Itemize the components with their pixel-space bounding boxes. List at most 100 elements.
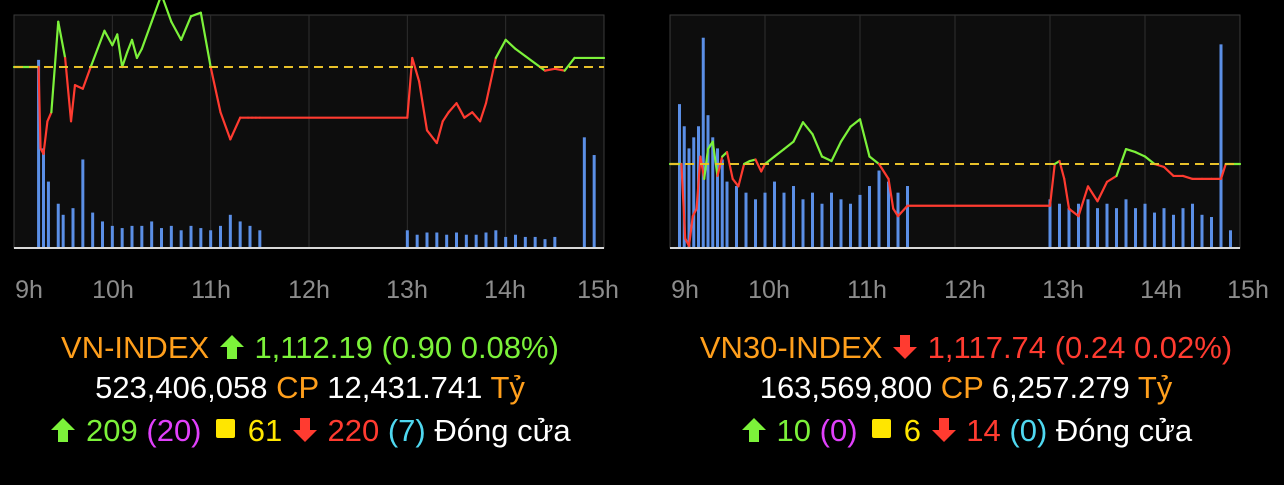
volume-bar [120,228,124,248]
volume-bar [849,203,852,248]
floor-count: (7) [387,413,426,448]
price-segment [782,140,795,151]
unchanged-square-icon [216,419,236,438]
volume-bar [1086,199,1090,248]
price-segment [219,111,232,141]
vn30-index-panel: 9h 10h 11h 12h 13h 14h 15h VN30-INDEX 1,… [656,0,1276,485]
price-segment [425,129,438,145]
volume-bar [716,148,719,248]
price-segment [1048,162,1056,207]
volume-value: 523,406,058 [95,370,268,405]
volume-bar [1134,208,1137,248]
price-segment [896,204,909,218]
hour-label-11h: 11h [847,276,887,304]
volume-bar [706,115,710,248]
volume-bar [258,230,262,248]
ceiling-count: (20) [146,413,202,448]
volume-bar [1143,203,1147,248]
volume-bar [763,192,767,248]
volume-bar [692,137,696,248]
volume-bar [543,239,547,248]
price-segment [64,56,73,123]
price-segment [162,0,173,23]
volume-unit: CP [940,370,984,405]
volume-bar [858,194,862,248]
volume-bar [504,236,508,248]
unchanged-count: 6 [903,413,922,448]
hour-label-10h: 10h [748,276,790,304]
hour-label-12h: 12h [288,276,330,304]
price-segment [57,20,67,60]
price-segment [229,116,242,141]
ceiling-count: (0) [819,413,858,448]
volume-unit: CP [276,370,319,405]
price-segment [1077,185,1090,218]
volume-bar [701,37,705,248]
volume-bar [1191,203,1194,248]
price-segment [42,120,49,155]
hour-label-10h: 10h [92,276,134,304]
floor-count: (0) [1009,413,1048,448]
volume-bar [533,236,537,248]
price-segment [792,121,805,143]
volume-bar [42,148,45,248]
volume-bar [839,199,843,248]
price-segment [737,162,746,188]
price-segment [125,38,134,54]
price-segment [1063,177,1071,210]
price-segment [471,111,482,123]
volume-bar [494,230,498,248]
volume-bar [199,228,203,248]
volume-bar [238,221,242,248]
turnover-unit: Tỷ [490,370,525,405]
volume-bar [1105,203,1109,248]
arrow-up-icon [741,418,766,442]
volume-bar [682,126,686,248]
volume-bar [1172,214,1175,248]
hour-label-15h: 15h [1227,276,1269,304]
volume-bar [130,225,134,248]
volume-bar [887,181,890,248]
price-segment [81,65,92,90]
vn30-index-breadth-line: 10 (0) 6 14 (0) Đóng cửa [656,413,1276,449]
volume-bar [415,234,419,248]
price-segment [463,111,474,119]
price-segment [1086,185,1099,203]
price-segment [411,56,421,83]
volume-bar [1096,208,1099,248]
unchanged-count: 61 [247,413,283,448]
price-segment [46,111,53,123]
price-segment [820,155,833,163]
volume-bar [1124,199,1128,248]
price-segment [479,102,488,123]
price-segment [150,0,161,23]
price-segment [435,120,444,145]
hour-label-14h: 14h [1140,276,1182,304]
volume-bar [1210,217,1213,248]
price-segment [180,15,193,41]
arrow-down-icon [893,335,918,359]
volume-bar [687,148,691,248]
hour-label-14h: 14h [484,276,526,304]
volume-bar [464,234,468,248]
turnover-value: 6,257.279 [991,370,1130,405]
price-segment [116,33,124,69]
advancers-count: 10 [776,413,811,448]
price-segment [73,83,84,90]
arrow-up-icon [219,335,244,359]
volume-bar [1048,199,1052,248]
price-segment [760,162,767,173]
volume-bar [1077,203,1080,248]
advancers-count: 209 [86,413,138,448]
price-segment [170,20,183,41]
vn-index-summary: VN-INDEX 1,112.19 (0.90 0.08%) [0,330,620,366]
volume-bar [896,192,900,248]
price-segment [1143,155,1156,166]
vn-index-volume-line: 523,406,058 CP 12,431.741 Tỷ [0,370,620,406]
volume-bar [37,59,41,248]
price-segment [839,125,852,143]
price-segment [135,47,143,60]
price-segment [140,20,153,51]
volume-bar [209,230,213,248]
price-segment [96,29,106,51]
